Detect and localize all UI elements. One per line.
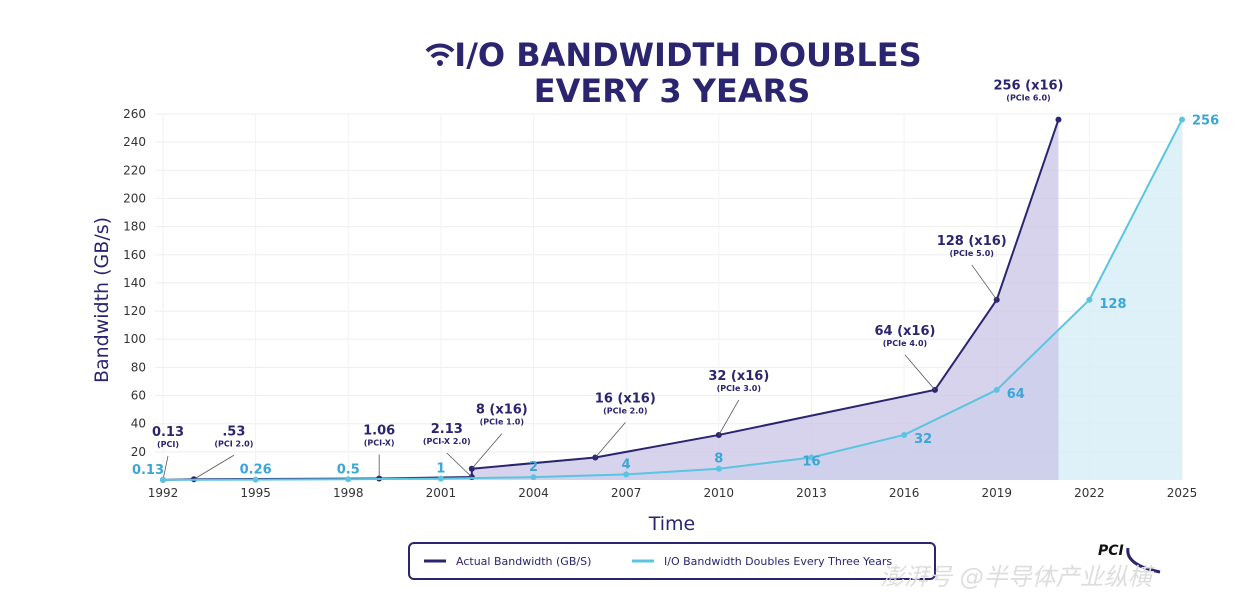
data-point [160, 476, 166, 483]
data-label: 256 [1192, 114, 1219, 129]
pci-sig-logo: PCI [1098, 543, 1161, 574]
x-tick-label: 2022 [1074, 486, 1105, 500]
y-tick-label: 20 [131, 445, 146, 459]
series-area-1 [163, 119, 1182, 480]
label-leader [904, 354, 936, 391]
data-point [530, 474, 537, 481]
data-label: 0.5 [337, 462, 360, 477]
x-tick-label: 2001 [426, 486, 457, 500]
svg-text:PCI: PCI [1098, 543, 1124, 559]
data-point [901, 431, 908, 438]
data-sublabel: (PCI-X 2.0) [423, 437, 471, 446]
data-label: 16 [802, 454, 820, 469]
data-label: .53 [222, 424, 245, 439]
x-tick-label: 2019 [981, 486, 1012, 500]
legend-label-actual: Actual Bandwidth (GB/S) [456, 555, 591, 568]
data-point [1179, 116, 1185, 123]
data-label: 0.26 [240, 463, 272, 478]
data-point [437, 475, 444, 482]
data-sublabel: (PCIe 1.0) [480, 418, 524, 427]
y-axis-label: Bandwidth (GB/s) [91, 217, 113, 383]
data-label: 8 (x16) [476, 403, 528, 418]
label-leader [446, 452, 473, 478]
data-point [252, 476, 259, 483]
data-point [715, 465, 722, 472]
data-label: 2 [529, 460, 538, 475]
y-tick-label: 260 [123, 107, 146, 121]
y-tick-label: 220 [123, 163, 146, 177]
x-axis-label: Time [648, 513, 696, 535]
data-point [623, 471, 630, 478]
legend-label-doubles: I/O Bandwidth Doubles Every Three Years [664, 555, 892, 568]
label-leader [193, 454, 235, 480]
x-tick-label: 2025 [1167, 486, 1198, 500]
data-label: 128 [1099, 297, 1126, 312]
data-point [808, 454, 815, 461]
y-tick-label: 240 [123, 135, 146, 149]
wifi-icon [425, 43, 455, 66]
x-tick-label: 1998 [333, 486, 364, 500]
data-label: 1.06 [363, 424, 395, 439]
data-sublabel: (PCIe 5.0) [950, 249, 994, 258]
data-sublabel: (PCIe 4.0) [883, 339, 927, 348]
label-leader [162, 455, 169, 480]
data-point [1055, 116, 1062, 123]
label-leader [594, 422, 626, 458]
data-sublabel: (PCI-X) [364, 439, 395, 448]
y-tick-label: 60 [131, 389, 146, 403]
y-tick-label: 80 [131, 360, 146, 374]
data-sublabel: (PCI) [157, 440, 179, 449]
x-tick-label: 2007 [611, 486, 642, 500]
data-label: 2.13 [431, 422, 463, 437]
x-tick-label: 1995 [240, 486, 271, 500]
data-label: 8 [714, 452, 723, 467]
legend: Actual Bandwidth (GB/S) I/O Bandwidth Do… [408, 542, 936, 580]
x-tick-label: 1992 [148, 486, 179, 500]
label-leader [971, 264, 998, 301]
chart-title-line1: I/O BANDWIDTH DOUBLES [454, 36, 921, 74]
label-leader [471, 433, 503, 469]
label-leader [718, 399, 740, 436]
y-tick-label: 100 [123, 332, 146, 346]
data-point [993, 386, 1000, 393]
data-label: 32 [914, 432, 932, 447]
y-tick-label: 160 [123, 248, 146, 262]
data-sublabel: (PCIe 6.0) [1006, 94, 1050, 103]
data-label: 1 [436, 462, 445, 477]
y-tick-label: 140 [123, 276, 146, 290]
watermark: 澎湃号 @半导体产业纵横 [880, 563, 1156, 591]
data-label: 4 [622, 457, 631, 472]
data-label: 16 (x16) [595, 391, 656, 406]
data-sublabel: (PCIe 2.0) [603, 406, 647, 415]
x-tick-label: 2010 [704, 486, 735, 500]
data-point [345, 476, 352, 483]
data-sublabel: (PCI 2.0) [214, 439, 253, 448]
data-label: 32 (x16) [708, 369, 769, 384]
x-tick-label: 2004 [518, 486, 549, 500]
data-label: 64 (x16) [874, 324, 935, 339]
data-label: 0.13 [152, 425, 184, 440]
x-tick-label: 2016 [889, 486, 920, 500]
data-sublabel: (PCIe 3.0) [717, 384, 761, 393]
data-point [1086, 296, 1093, 303]
y-tick-label: 120 [123, 304, 146, 318]
y-tick-label: 40 [131, 417, 146, 431]
x-tick-label: 2013 [796, 486, 827, 500]
data-label: 64 [1007, 387, 1025, 402]
series-line-1 [162, 119, 1183, 481]
data-label: 256 (x16) [993, 79, 1063, 94]
data-label: 0.13 [132, 463, 164, 478]
data-label: 128 (x16) [937, 234, 1007, 249]
y-tick-label: 200 [123, 191, 146, 205]
chart-title-line2: EVERY 3 YEARS [534, 72, 811, 110]
y-tick-label: 180 [123, 220, 146, 234]
series-area-0 [163, 119, 1059, 480]
